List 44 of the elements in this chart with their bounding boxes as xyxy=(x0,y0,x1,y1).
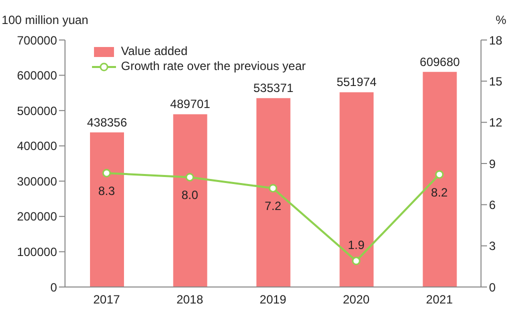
y2-tick-label: 6 xyxy=(489,198,496,212)
bar xyxy=(90,132,124,287)
y2-tick-label: 3 xyxy=(489,239,496,254)
x-tick-label: 2021 xyxy=(426,292,454,307)
y2-tick-label: 18 xyxy=(489,33,503,48)
bar xyxy=(422,72,457,287)
x-tick-label: 2018 xyxy=(176,292,204,307)
x-tick-label: 2020 xyxy=(342,292,370,307)
bar xyxy=(340,92,374,287)
legend-label: Value added xyxy=(121,44,188,59)
point xyxy=(186,172,194,182)
bar xyxy=(256,98,290,287)
x-tick-label: 2017 xyxy=(93,292,120,307)
y-tick-label: 300000 xyxy=(16,174,58,188)
point xyxy=(352,256,360,266)
y-tick-label: 100000 xyxy=(16,244,58,259)
x-tick-label: 2019 xyxy=(260,292,287,307)
y2-tick-label: 9 xyxy=(489,156,496,171)
y2-tick-label: 0 xyxy=(489,280,496,294)
bar xyxy=(173,114,208,287)
data-label: 8.3 xyxy=(98,184,116,198)
data-label: 609680 xyxy=(420,54,460,69)
y-tick-label: 200000 xyxy=(16,210,58,224)
legend-label: Growth rate over the previous year xyxy=(121,59,306,74)
data-label: 535371 xyxy=(253,81,294,96)
point xyxy=(268,184,278,192)
data-label: 1.9 xyxy=(348,238,365,252)
point xyxy=(435,170,444,179)
y-tick-label: 600000 xyxy=(16,68,58,83)
y2-tick-label: 15 xyxy=(489,74,503,88)
data-label: 438356 xyxy=(86,115,128,130)
y-tick-label: 400000 xyxy=(16,139,58,154)
y-axis-title: 100 million yuan xyxy=(2,13,88,27)
y-tick-label: 0 xyxy=(50,280,58,294)
data-label: 8.0 xyxy=(181,188,198,202)
data-label: 551974 xyxy=(336,75,377,90)
data-label: 489701 xyxy=(170,97,211,112)
y-tick-label: 500000 xyxy=(16,104,58,118)
data-label: 7.2 xyxy=(264,199,282,214)
y2-axis-title: % xyxy=(496,13,507,27)
y2-tick-label: 12 xyxy=(489,116,503,130)
y-tick-label: 700000 xyxy=(16,33,58,48)
point xyxy=(102,168,111,178)
data-label: 8.2 xyxy=(431,185,448,200)
